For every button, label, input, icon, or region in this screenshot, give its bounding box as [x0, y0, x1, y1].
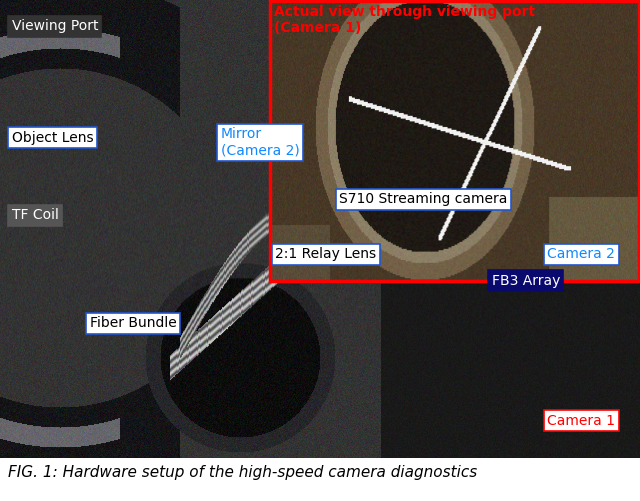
Text: Mirror
(Camera 2): Mirror (Camera 2): [221, 127, 300, 157]
Text: FB3 Array: FB3 Array: [492, 274, 560, 288]
Text: Viewing Port: Viewing Port: [12, 19, 98, 33]
Text: S710 Streaming camera: S710 Streaming camera: [339, 192, 508, 206]
Text: 2:1 Relay Lens: 2:1 Relay Lens: [275, 247, 376, 262]
Text: Camera 1: Camera 1: [547, 414, 615, 428]
Text: TF Coil: TF Coil: [12, 208, 58, 222]
Text: Actual view through viewing port
(Camera 1): Actual view through viewing port (Camera…: [274, 5, 535, 35]
Text: Fiber Bundle: Fiber Bundle: [90, 316, 177, 330]
Text: FIG. 1: Hardware setup of the high-speed camera diagnostics: FIG. 1: Hardware setup of the high-speed…: [8, 465, 477, 480]
Bar: [270, 1, 639, 281]
Text: Camera 2: Camera 2: [547, 247, 615, 262]
Text: Object Lens: Object Lens: [12, 131, 93, 144]
